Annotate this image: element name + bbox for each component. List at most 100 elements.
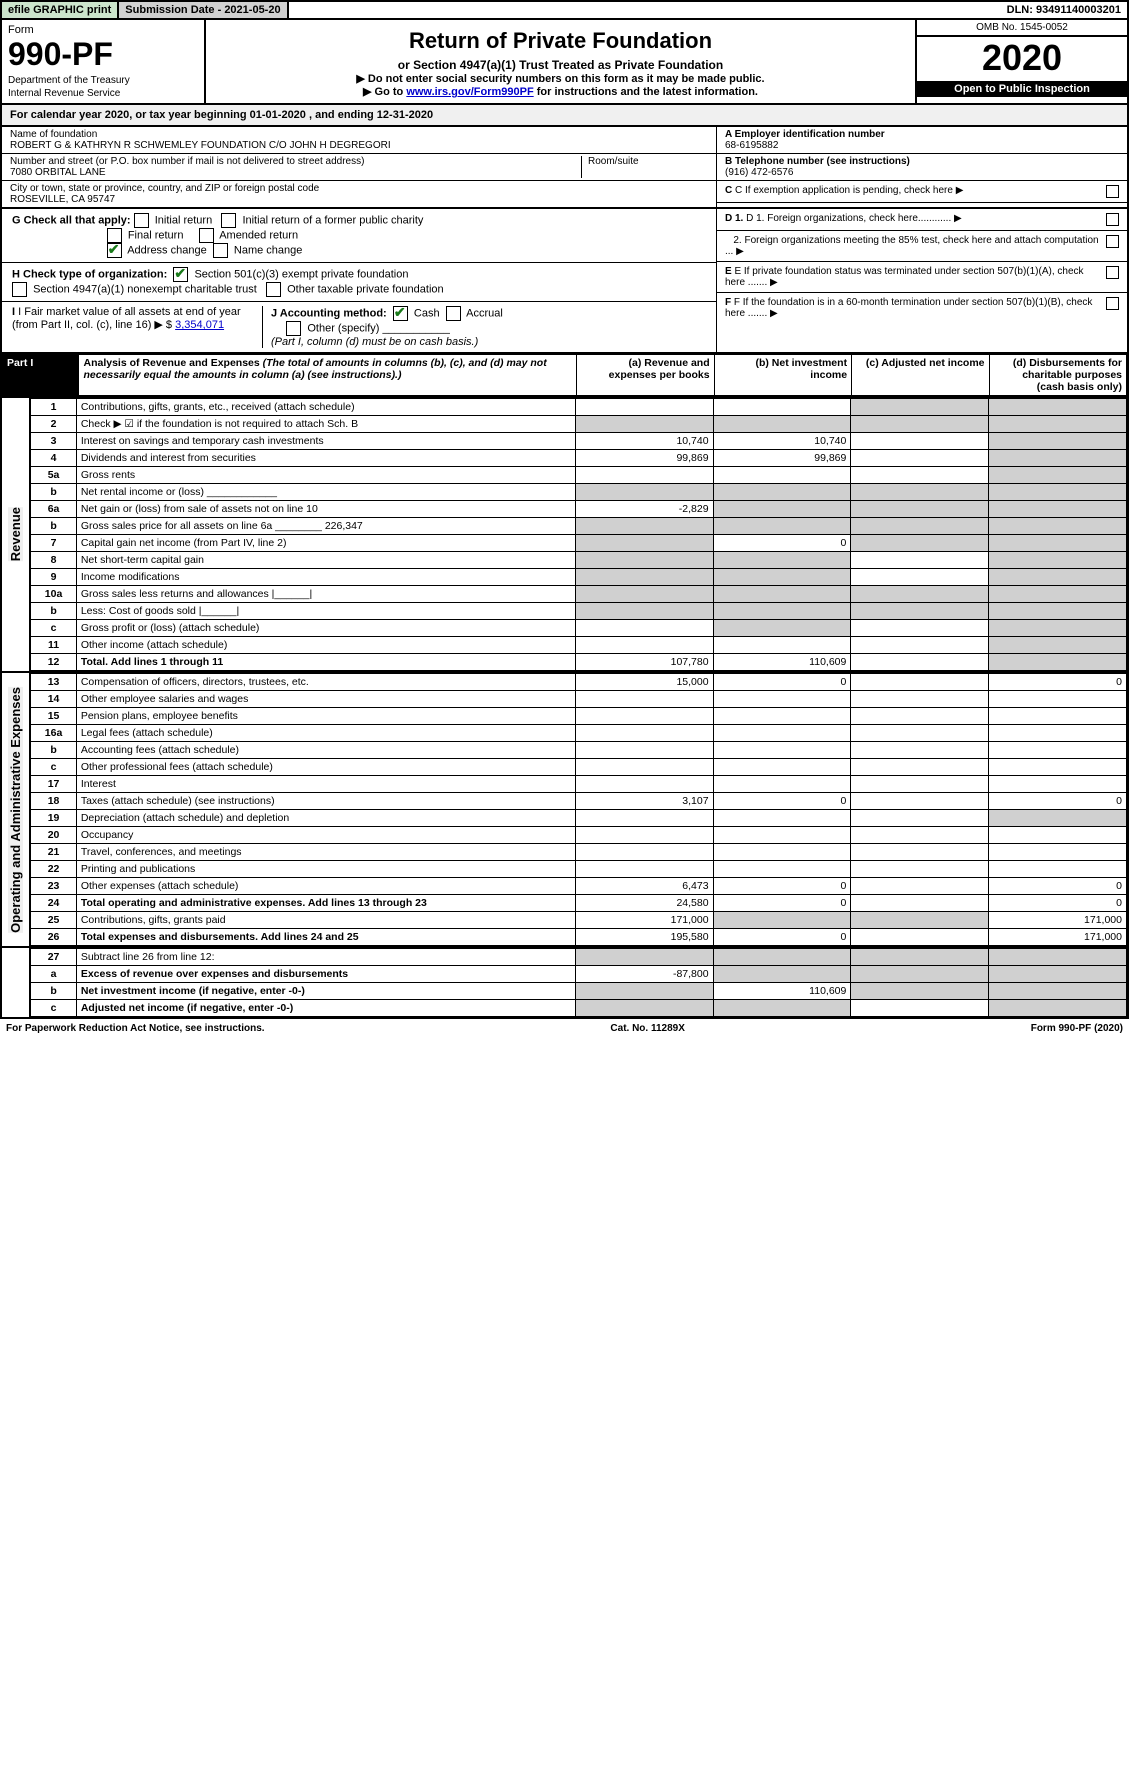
table-row: 2Check ▶ ☑ if the foundation is not requ… [31,416,1127,433]
address-label: Number and street (or P.O. box number if… [10,156,581,167]
dept-label: Department of the Treasury [8,75,198,86]
efile-print-button[interactable]: efile GRAPHIC print [2,2,119,18]
initial-former-checkbox[interactable] [221,213,236,228]
e-checkbox[interactable] [1106,266,1119,279]
j-label: J Accounting method: [271,307,387,319]
table-row: 20Occupancy [31,827,1127,844]
foundation-name: ROBERT G & KATHRYN R SCHWEMLEY FOUNDATIO… [10,140,391,151]
note-goto-post: for instructions and the latest informat… [534,86,758,98]
col-c-header: (c) Adjusted net income [852,355,989,396]
d1-label: D 1. Foreign organizations, check here..… [746,213,951,224]
tax-year: 2020 [917,37,1127,81]
note-ssn: ▶ Do not enter social security numbers o… [216,72,905,85]
form-word: Form [8,24,34,36]
cash-checkbox[interactable] [393,306,408,321]
table-row: 15Pension plans, employee benefits [31,708,1127,725]
table-row: cGross profit or (loss) (attach schedule… [31,620,1127,637]
initial-return-checkbox[interactable] [134,213,149,228]
g-opt-0: Initial return [155,214,212,226]
other-taxable-checkbox[interactable] [266,282,281,297]
j-opt-1: Accrual [466,307,503,319]
h-opt-2: Other taxable private foundation [287,283,444,295]
phone-label: B Telephone number (see instructions) [725,156,910,167]
c-label: C If exemption application is pending, c… [735,185,953,196]
opex-section-label: Operating and Administrative Expenses [8,687,23,933]
submission-date-pill: Submission Date - 2021-05-20 [119,2,288,18]
form990pf-link[interactable]: www.irs.gov/Form990PF [406,86,533,98]
city-value: ROSEVILLE, CA 95747 [10,194,115,205]
col-a-header: (a) Revenue and expenses per books [577,355,714,396]
table-row: 8Net short-term capital gain [31,552,1127,569]
g-label: G Check all that apply: [12,214,131,226]
name-change-checkbox[interactable] [213,243,228,258]
f-checkbox[interactable] [1106,297,1119,310]
table-row: 13Compensation of officers, directors, t… [31,674,1127,691]
g-opt-4: Address change [127,244,207,256]
501c3-checkbox[interactable] [173,267,188,282]
table-row: 1Contributions, gifts, grants, etc., rec… [31,399,1127,416]
col-d-header: (d) Disbursements for charitable purpose… [989,355,1127,396]
amended-return-checkbox[interactable] [199,228,214,243]
table-row: bGross sales price for all assets on lin… [31,518,1127,535]
footer-left: For Paperwork Reduction Act Notice, see … [6,1023,265,1034]
table-row: 5aGross rents [31,467,1127,484]
table-row: 6aNet gain or (loss) from sale of assets… [31,501,1127,518]
table-row: aExcess of revenue over expenses and dis… [31,966,1127,983]
j-note: (Part I, column (d) must be on cash basi… [271,336,478,348]
open-to-public-badge: Open to Public Inspection [917,81,1127,97]
d2-label: 2. Foreign organizations meeting the 85%… [725,235,1099,257]
e-label: E If private foundation status was termi… [725,266,1084,288]
other-method-checkbox[interactable] [286,321,301,336]
j-opt-2: Other (specify) [307,322,379,334]
table-row: 16aLegal fees (attach schedule) [31,725,1127,742]
h-opt-0: Section 501(c)(3) exempt private foundat… [194,268,408,280]
expenses-table: 13Compensation of officers, directors, t… [30,673,1127,946]
part1-badge: Part I [3,355,79,396]
omb-number: OMB No. 1545-0052 [917,20,1127,37]
fmv-value[interactable]: 3,354,071 [175,319,224,331]
footer-mid: Cat. No. 11289X [610,1023,684,1034]
table-row: 17Interest [31,776,1127,793]
table-row: 21Travel, conferences, and meetings [31,844,1127,861]
analysis-header-table: Part I Analysis of Revenue and Expenses … [2,354,1127,396]
d2-checkbox[interactable] [1106,235,1119,248]
4947a1-checkbox[interactable] [12,282,27,297]
table-row: bAccounting fees (attach schedule) [31,742,1127,759]
c-checkbox[interactable] [1106,185,1119,198]
note-goto-pre: ▶ Go to [363,86,406,98]
table-row: bLess: Cost of goods sold |______| [31,603,1127,620]
ein-value: 68-6195882 [725,140,778,151]
table-row: 19Depreciation (attach schedule) and dep… [31,810,1127,827]
h-label: H Check type of organization: [12,268,167,280]
address-change-checkbox[interactable] [107,243,122,258]
accrual-checkbox[interactable] [446,306,461,321]
g-opt-2: Final return [128,229,184,241]
address-value: 7080 ORBITAL LANE [10,167,106,178]
analysis-title: Analysis of Revenue and Expenses [83,357,259,369]
room-label: Room/suite [588,156,639,167]
table-row: cAdjusted net income (if negative, enter… [31,1000,1127,1017]
subtitle: or Section 4947(a)(1) Trust Treated as P… [216,58,905,72]
table-row: 25Contributions, gifts, grants paid171,0… [31,912,1127,929]
table-row: 27Subtract line 26 from line 12: [31,949,1127,966]
table-row: 24Total operating and administrative exp… [31,895,1127,912]
phone-value: (916) 472-6576 [725,167,793,178]
ein-label: A Employer identification number [725,129,885,140]
top-bar: efile GRAPHIC print Submission Date - 20… [0,0,1129,20]
table-row: 22Printing and publications [31,861,1127,878]
g-opt-1: Initial return of a former public charit… [242,214,423,226]
table-row: 3Interest on savings and temporary cash … [31,433,1127,450]
table-row: 14Other employee salaries and wages [31,691,1127,708]
table-row: bNet rental income or (loss) ___________… [31,484,1127,501]
table-row: 10aGross sales less returns and allowanc… [31,586,1127,603]
col-b-header: (b) Net investment income [714,355,851,396]
calendar-year-row: For calendar year 2020, or tax year begi… [0,105,1129,127]
table-row: 11Other income (attach schedule) [31,637,1127,654]
d1-checkbox[interactable] [1106,213,1119,226]
table-row: 23Other expenses (attach schedule)6,4730… [31,878,1127,895]
page-title: Return of Private Foundation [216,28,905,54]
table-row: cOther professional fees (attach schedul… [31,759,1127,776]
revenue-section-label: Revenue [8,507,23,561]
dln-label: DLN: 93491140003201 [1001,2,1127,18]
h-opt-1: Section 4947(a)(1) nonexempt charitable … [33,283,257,295]
